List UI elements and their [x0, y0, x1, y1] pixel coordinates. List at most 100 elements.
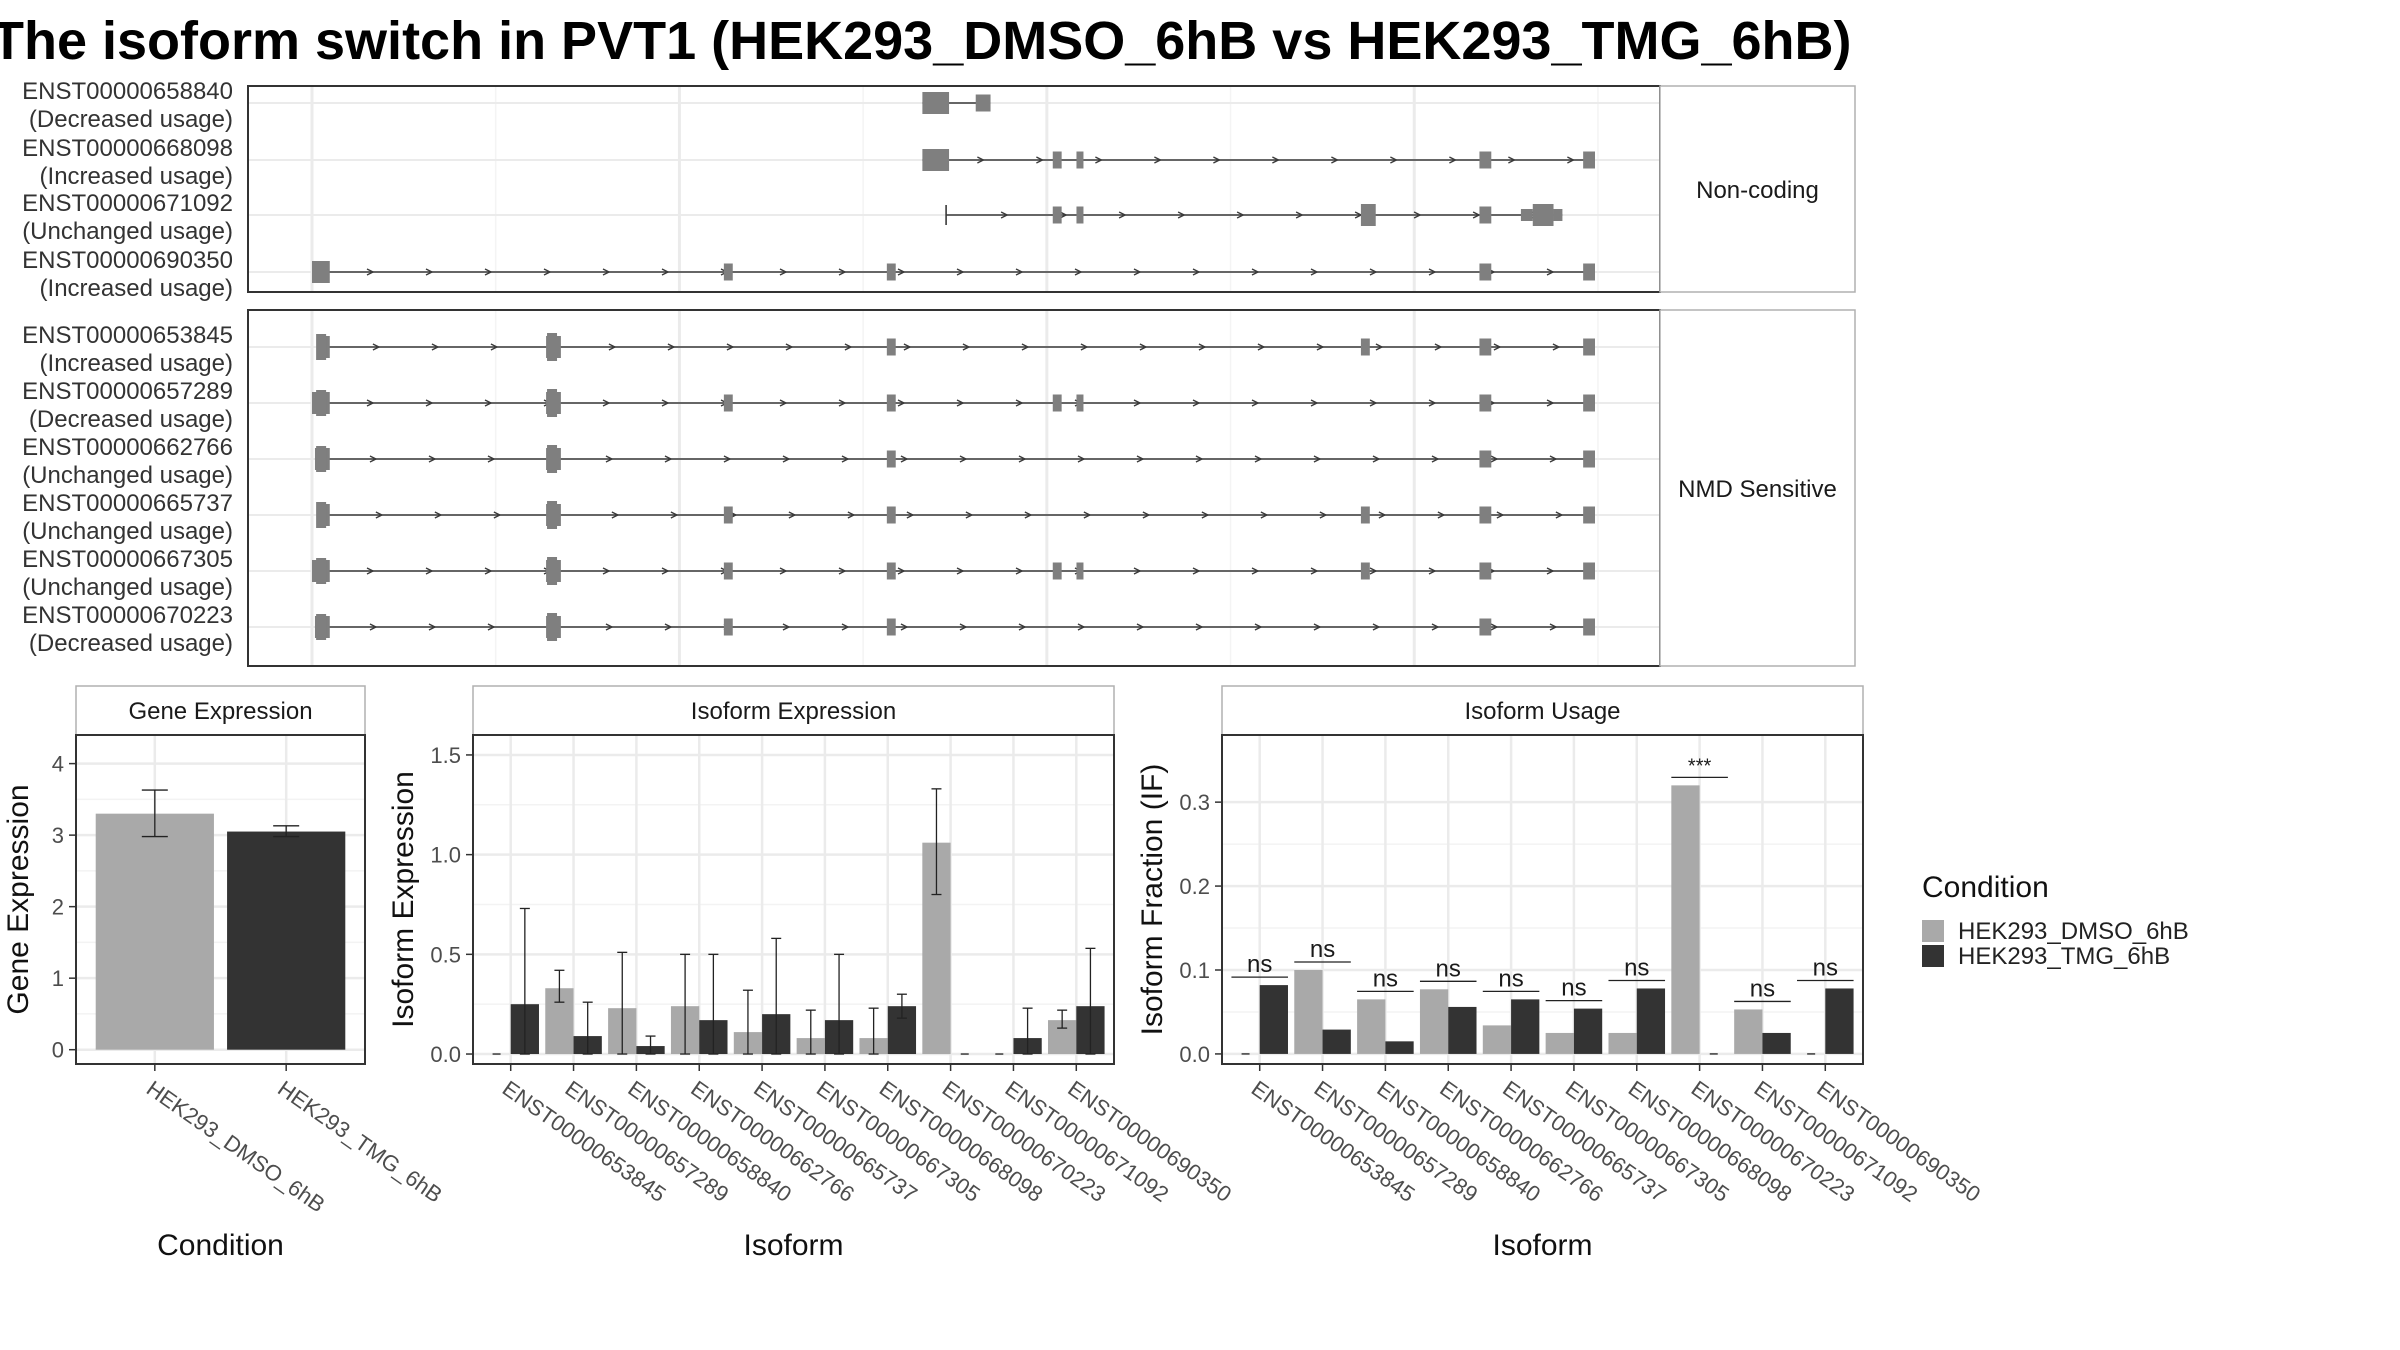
strand-arrow [369, 623, 378, 631]
strand-arrow [1428, 268, 1437, 276]
strand-arrow [1552, 343, 1561, 351]
bar-HEK293_DMSO_6hB-ENST00000671092 [1734, 1009, 1763, 1054]
page-title-text: The isoform switch in PVT1 (HEK293_DMSO_… [0, 11, 1852, 71]
significance-label: ns [1813, 954, 1838, 981]
transcript-id-label: ENST00000665737 [22, 490, 233, 517]
strand-arrow [1036, 156, 1044, 164]
strand-arrow [1546, 399, 1555, 407]
strand-arrow [1313, 455, 1322, 463]
page-title: The isoform switch in PVT1 (HEK293_DMSO_… [0, 6, 1860, 76]
chart-title-strip [75, 685, 366, 736]
strand-arrow [1310, 268, 1319, 276]
facet-strip-label: Non-coding [1696, 177, 1819, 204]
strand-arrow [1142, 511, 1151, 519]
strand-arrow [484, 268, 493, 276]
chart-title: Gene Expression [128, 698, 312, 725]
strand-arrow [841, 455, 850, 463]
strand-arrow [1201, 511, 1210, 519]
y-tick-label: 0.5 [430, 942, 461, 967]
strand-arrow [1378, 511, 1387, 519]
exon-block [1479, 506, 1492, 524]
bar-HEK293_DMSO_6hB-ENST00000657289 [1294, 970, 1323, 1054]
exon-block [886, 394, 896, 412]
exon-block [1583, 450, 1595, 468]
exon-utr-bump [316, 558, 327, 584]
y-tick-label: 0.0 [1179, 1042, 1210, 1067]
exon-block [1583, 618, 1595, 636]
legend-title: Condition [1922, 871, 2049, 904]
strand-arrow [1236, 211, 1245, 219]
legend-swatch [1922, 920, 1944, 942]
exon-block [1360, 506, 1370, 524]
strand-arrow [425, 268, 434, 276]
transcript-status-label: (Decreased usage) [29, 630, 233, 657]
chart-title: Isoform Usage [1464, 698, 1620, 725]
strand-arrow [897, 567, 906, 575]
significance-label: ns [1247, 951, 1272, 978]
strand-arrow [1080, 343, 1089, 351]
strand-arrow [1083, 511, 1092, 519]
transcript-ENST00000690350: ENST00000690350(Increased usage) [22, 247, 1595, 302]
bar-HEK293_DMSO_6hB-ENST00000667305 [1545, 1032, 1574, 1054]
transcript-id-label: ENST00000653845 [22, 322, 233, 349]
y-tick-label: 0.0 [430, 1042, 461, 1067]
strand-arrow [897, 399, 906, 407]
y-tick-label: 0.2 [1179, 874, 1210, 899]
strand-arrow [487, 455, 496, 463]
strand-arrow [425, 567, 434, 575]
chart-0: Gene Expression01234HEK293_DMSO_6hBHEK29… [2, 685, 447, 1262]
strand-arrow [1024, 511, 1033, 519]
strand-arrow [366, 567, 375, 575]
exon-block [1479, 618, 1492, 636]
exon-block [1479, 206, 1492, 224]
bar-HEK293_DMSO_6hB-ENST00000665737 [1482, 1025, 1512, 1054]
strand-arrow [897, 268, 906, 276]
strand-arrow [906, 511, 915, 519]
exon-block [886, 263, 896, 281]
exon-block [723, 263, 733, 281]
transcript-id-label: ENST00000670223 [22, 602, 233, 629]
exon-block [1479, 394, 1492, 412]
structure-facet-1: NMD Sensitive ENST00000653845(Increased u… [22, 309, 1856, 667]
strand-arrow [1369, 567, 1378, 575]
strand-arrow [1434, 343, 1443, 351]
transcript-id-label: ENST00000662766 [22, 434, 233, 461]
strand-arrow [844, 343, 853, 351]
strand-arrow [1549, 455, 1558, 463]
transcript-status-label: (Unchanged usage) [22, 218, 233, 245]
strand-arrow [661, 399, 670, 407]
significance-label: ns [1561, 975, 1586, 1002]
significance-label: ns [1750, 975, 1775, 1002]
exon-utr-bump [316, 502, 327, 528]
exon-utr-bump [547, 389, 558, 417]
strand-arrow [1251, 399, 1260, 407]
bar-HEK293_TMG_6hB-ENST00000658840 [1385, 1041, 1414, 1054]
strand-arrow [959, 455, 968, 463]
strand-arrow [1310, 567, 1319, 575]
strand-arrow [1272, 156, 1280, 164]
strand-arrow [1428, 567, 1437, 575]
strand-arrow [1449, 156, 1457, 164]
exon-utr-bump [547, 445, 558, 473]
strand-arrow [661, 567, 670, 575]
bar-HEK293_TMG_6hB-ENST00000653845 [1259, 985, 1288, 1054]
significance-label: ns [1624, 954, 1649, 981]
transcript-id-label: ENST00000657289 [22, 378, 233, 405]
y-tick-label: 1 [52, 966, 64, 991]
transcript-ENST00000653845: ENST00000653845(Increased usage) [22, 322, 1595, 377]
exon-block [723, 562, 733, 580]
strand-arrow [1000, 211, 1009, 219]
transcript-id-label: ENST00000690350 [22, 247, 233, 274]
exon-block [1360, 562, 1370, 580]
significance-label: ns [1310, 936, 1335, 963]
x-axis-title: Isoform [743, 1229, 843, 1262]
strand-arrow [1567, 156, 1575, 164]
strand-arrow [1136, 455, 1145, 463]
facet-strip [1659, 309, 1856, 667]
transcript-status-label: (Decreased usage) [29, 106, 233, 133]
strand-arrow [956, 399, 965, 407]
strand-arrow [487, 623, 496, 631]
exon-block [1583, 338, 1595, 356]
exon-block [1583, 394, 1595, 412]
